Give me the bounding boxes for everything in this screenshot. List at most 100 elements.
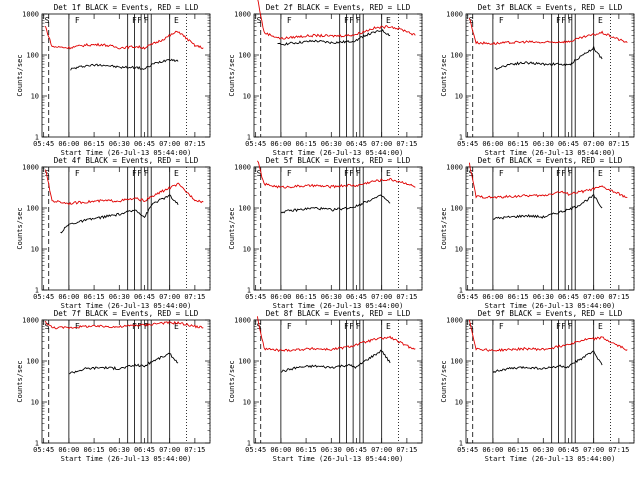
series-line-events bbox=[280, 194, 391, 214]
x-axis-label: Start Time (26-Jul-13 05:44:00) bbox=[485, 149, 616, 157]
plot-frame bbox=[253, 319, 423, 444]
event-marker-label: F bbox=[132, 16, 137, 25]
y-axis-label: Counts/sec bbox=[440, 360, 448, 402]
x-tick-label: 06:15 bbox=[508, 293, 529, 301]
event-marker-label: E bbox=[598, 322, 603, 331]
event-marker-label: F bbox=[561, 322, 566, 331]
x-tick-label: 07:15 bbox=[608, 140, 629, 148]
y-tick-label: 1 bbox=[35, 287, 39, 295]
y-tick-label: 100 bbox=[238, 358, 251, 366]
series-line-events bbox=[492, 350, 603, 374]
x-tick-label: 06:15 bbox=[296, 140, 317, 148]
event-marker-label: F bbox=[137, 169, 142, 178]
y-tick-label: 10 bbox=[243, 246, 251, 254]
x-tick-label: 06:45 bbox=[134, 293, 155, 301]
event-marker-label: S bbox=[469, 16, 474, 25]
x-tick-label: 07:15 bbox=[184, 293, 205, 301]
x-axis-label: Start Time (26-Jul-13 05:44:00) bbox=[61, 455, 192, 463]
event-marker-label: F bbox=[568, 16, 573, 25]
x-tick-label: 07:15 bbox=[184, 140, 205, 148]
panel-det-9: Det 9f BLACK = Events, RED = LLD 1 10 100 10… bbox=[440, 309, 635, 463]
series-line-events bbox=[60, 194, 179, 234]
y-axis-label: Counts/sec bbox=[440, 207, 448, 249]
panel-det-5: Det 5f BLACK = Events, RED = LLD 1 10 100 10… bbox=[228, 156, 423, 310]
x-tick-label: 06:45 bbox=[134, 140, 155, 148]
x-tick-label: 07:00 bbox=[371, 293, 392, 301]
plot-frame bbox=[253, 13, 423, 138]
x-tick-label: 06:45 bbox=[346, 140, 367, 148]
event-marker-label: E bbox=[174, 16, 179, 25]
x-tick-label: 07:00 bbox=[159, 293, 180, 301]
series-line-events bbox=[494, 45, 603, 71]
y-tick-label: 10 bbox=[455, 93, 463, 101]
y-tick-label: 1 bbox=[247, 287, 251, 295]
series-line-lld bbox=[257, 160, 416, 189]
x-tick-label: 06:45 bbox=[346, 293, 367, 301]
x-tick-label: 06:15 bbox=[296, 446, 317, 454]
series-line-lld bbox=[468, 162, 628, 199]
event-marker-label: F bbox=[349, 169, 354, 178]
event-marker-label: S bbox=[45, 322, 50, 331]
plot-frame bbox=[41, 13, 211, 138]
event-marker-label: S bbox=[45, 169, 50, 178]
y-tick-label: 1 bbox=[35, 134, 39, 142]
event-marker-label: F bbox=[568, 322, 573, 331]
y-tick-label: 10 bbox=[243, 399, 251, 407]
plot-frame bbox=[41, 319, 211, 444]
x-tick-label: 06:15 bbox=[84, 293, 105, 301]
panel-det-2: Det 2f BLACK = Events, RED = LLD 1 10 100 10… bbox=[228, 0, 423, 157]
event-marker-label: F bbox=[287, 16, 292, 25]
event-marker-label: E bbox=[598, 169, 603, 178]
event-marker-label: F bbox=[356, 16, 361, 25]
x-tick-label: 06:00 bbox=[58, 446, 79, 454]
y-axis-label: Counts/sec bbox=[16, 360, 24, 402]
x-tick-label: 06:15 bbox=[84, 140, 105, 148]
series-line-lld bbox=[257, 0, 416, 40]
y-tick-label: 10 bbox=[31, 93, 39, 101]
series-line-events bbox=[277, 28, 391, 46]
event-marker-label: F bbox=[568, 169, 573, 178]
x-tick-label: 07:00 bbox=[583, 446, 604, 454]
event-marker-label: E bbox=[386, 16, 391, 25]
x-tick-label: 06:30 bbox=[321, 140, 342, 148]
event-marker-label: F bbox=[356, 322, 361, 331]
x-tick-label: 07:00 bbox=[371, 140, 392, 148]
x-tick-label: 05:45 bbox=[245, 140, 266, 148]
y-tick-label: 10 bbox=[243, 93, 251, 101]
event-marker-label: F bbox=[349, 322, 354, 331]
series-line-lld bbox=[44, 25, 204, 50]
panel-title: Det 7f BLACK = Events, RED = LLD bbox=[54, 309, 199, 318]
y-tick-label: 1000 bbox=[234, 317, 251, 325]
panel-title: Det 9f BLACK = Events, RED = LLD bbox=[478, 309, 623, 318]
x-tick-label: 07:15 bbox=[608, 446, 629, 454]
y-tick-label: 1000 bbox=[22, 317, 39, 325]
panel-title: Det 6f BLACK = Events, RED = LLD bbox=[478, 156, 623, 165]
x-tick-label: 07:15 bbox=[184, 446, 205, 454]
y-tick-label: 1000 bbox=[234, 164, 251, 172]
series-line-lld bbox=[468, 319, 628, 353]
event-marker-label: E bbox=[598, 16, 603, 25]
x-tick-label: 06:15 bbox=[296, 293, 317, 301]
x-axis-label: Start Time (26-Jul-13 05:44:00) bbox=[485, 302, 616, 310]
y-tick-label: 1 bbox=[459, 287, 463, 295]
x-tick-label: 06:30 bbox=[533, 446, 554, 454]
y-axis-label: Counts/sec bbox=[16, 54, 24, 96]
x-tick-label: 06:45 bbox=[558, 293, 579, 301]
event-marker-label: F bbox=[556, 322, 561, 331]
x-tick-label: 06:45 bbox=[346, 446, 367, 454]
event-marker-label: F bbox=[349, 16, 354, 25]
plot-frame bbox=[253, 166, 423, 291]
x-tick-label: 06:30 bbox=[109, 293, 130, 301]
x-tick-label: 07:00 bbox=[371, 446, 392, 454]
event-marker-label: E bbox=[174, 169, 179, 178]
event-marker-label: F bbox=[344, 322, 349, 331]
series-line-lld bbox=[256, 316, 416, 353]
panel-det-7: Det 7f BLACK = Events, RED = LLD 1 10 100 10… bbox=[16, 309, 211, 463]
event-marker-label: F bbox=[137, 322, 142, 331]
x-tick-label: 06:30 bbox=[533, 293, 554, 301]
y-axis-label: Counts/sec bbox=[16, 207, 24, 249]
y-tick-label: 1 bbox=[247, 134, 251, 142]
x-axis-label: Start Time (26-Jul-13 05:44:00) bbox=[273, 455, 404, 463]
x-axis-label: Start Time (26-Jul-13 05:44:00) bbox=[61, 149, 192, 157]
